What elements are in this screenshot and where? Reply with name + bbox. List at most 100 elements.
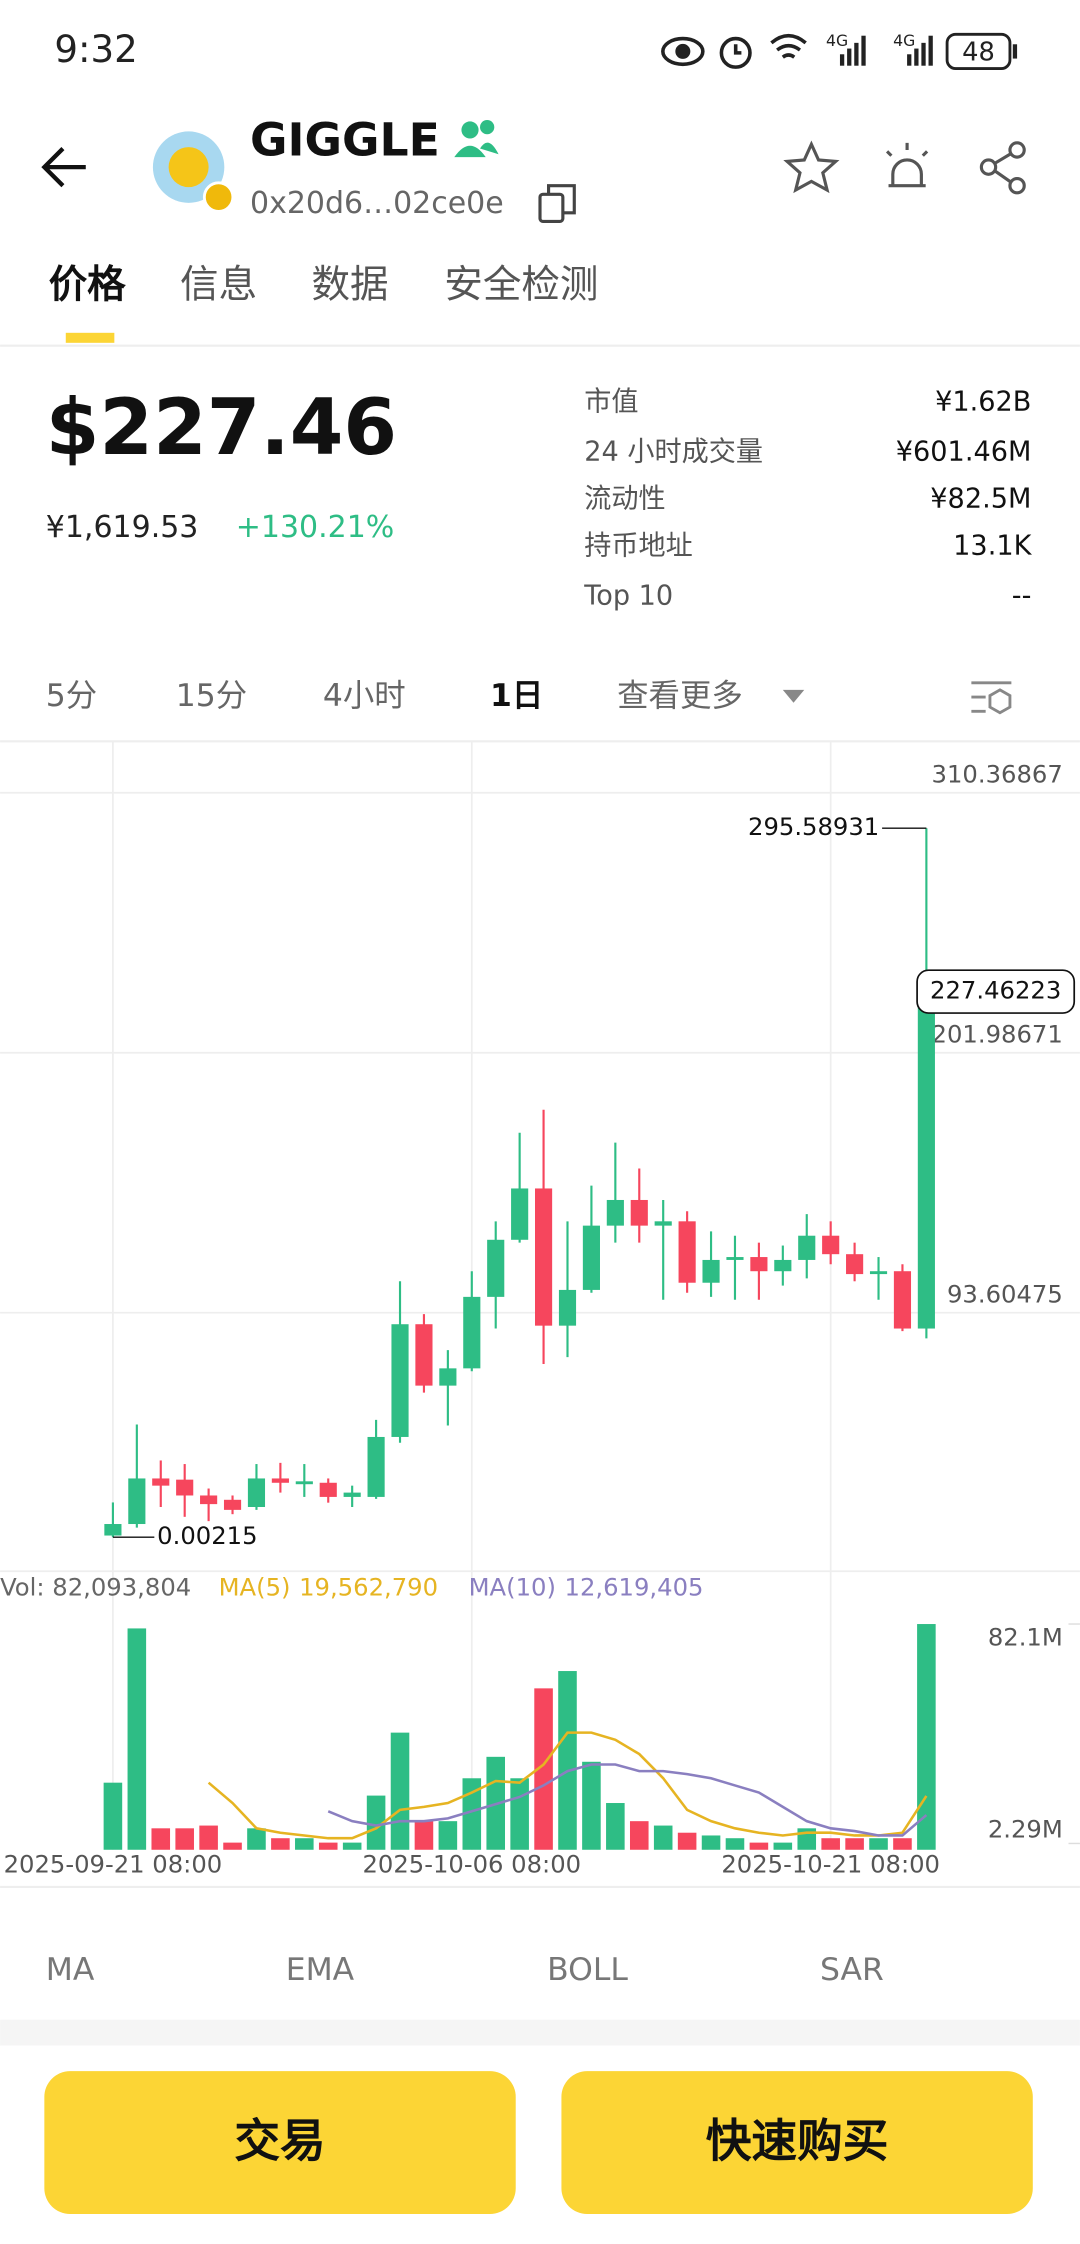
ma-legend-name: MA(5) xyxy=(219,1572,291,1601)
ma-legend: MA(5) 19,562,790 xyxy=(219,1572,438,1601)
candle-body xyxy=(176,1479,194,1496)
candle-body xyxy=(798,1235,816,1260)
candle-body xyxy=(654,1221,672,1226)
token-address: 0x20d6…02ce0e xyxy=(250,186,504,221)
high-label: 295.58931 xyxy=(748,812,879,841)
candlestick-chart: 2025-09-21 08:00 2025-10-06 08:00 2025-10-… xyxy=(0,741,1080,1878)
candle-body xyxy=(343,1492,361,1497)
y-tick-label: 201.98671 xyxy=(932,1020,1063,1049)
volume-bar xyxy=(917,1624,936,1850)
stat-label: 流动性 xyxy=(584,483,665,514)
indicator[interactable]: EMA xyxy=(286,1952,355,1988)
candle-body xyxy=(606,1199,624,1226)
volume-bar xyxy=(558,1671,577,1850)
token-name: GIGGLE xyxy=(250,113,440,166)
tab[interactable]: 数据 xyxy=(311,263,388,308)
candle-body xyxy=(558,1289,577,1326)
volume-bar xyxy=(151,1828,171,1850)
candle-body xyxy=(893,1271,912,1329)
stat-value: ¥601.46M xyxy=(896,436,1032,467)
stat-value: -- xyxy=(1012,581,1032,612)
candle-body xyxy=(869,1271,888,1275)
local-price: ¥1,619.53 xyxy=(46,510,199,545)
interval[interactable]: 4小时 xyxy=(323,678,406,714)
candle-body xyxy=(630,1199,648,1226)
volume-legend: Vol: 82,093,804 xyxy=(0,1572,191,1601)
battery-level: 48 xyxy=(962,37,995,67)
volume-bar xyxy=(893,1838,912,1850)
volume-bar xyxy=(653,1825,673,1850)
volume-bar xyxy=(438,1821,458,1850)
x-tick-label: 2025-10-21 08:00 xyxy=(721,1849,940,1878)
candle-body xyxy=(702,1259,720,1283)
volume-bar xyxy=(103,1782,123,1850)
signal-icons xyxy=(839,35,933,66)
copy-button[interactable] xyxy=(538,184,576,223)
interval[interactable]: 15分 xyxy=(176,678,247,714)
volume-bar xyxy=(223,1842,242,1850)
trade-button-label: 交易 xyxy=(234,2115,325,2168)
candle-body xyxy=(104,1524,122,1536)
trade-button[interactable] xyxy=(44,2071,516,2215)
candle-body xyxy=(367,1436,385,1497)
quick-buy-button[interactable] xyxy=(561,2071,1033,2215)
interval[interactable]: 1日 xyxy=(490,678,543,714)
tab-indicator xyxy=(65,332,115,343)
volume-bar xyxy=(414,1821,434,1850)
indicator[interactable]: SAR xyxy=(820,1952,884,1988)
volume-bar xyxy=(821,1838,840,1850)
back-button[interactable] xyxy=(41,147,86,188)
last-price-box xyxy=(916,969,1076,1014)
y-tick-label: 93.60475 xyxy=(947,1280,1063,1309)
volume-bar xyxy=(701,1835,721,1850)
price-change: +130.21% xyxy=(236,510,395,545)
status-time: 9:32 xyxy=(54,28,137,71)
share-button[interactable] xyxy=(979,141,1026,195)
volume-bar xyxy=(462,1778,482,1850)
indicator[interactable]: MA xyxy=(46,1952,95,1988)
separator-band xyxy=(0,2019,1080,2046)
stat-value: ¥1.62B xyxy=(935,386,1031,417)
stat-value: 13.1K xyxy=(953,531,1032,562)
volume-bar xyxy=(677,1832,697,1850)
indicator[interactable]: BOLL xyxy=(547,1952,628,1988)
volume-bar xyxy=(725,1838,745,1850)
stat-label: 24 小时成交量 xyxy=(584,436,763,467)
candle-body xyxy=(152,1478,170,1486)
status-icons xyxy=(661,33,807,69)
volume-bar xyxy=(845,1838,864,1850)
ma-legend-value: 12,619,405 xyxy=(565,1572,704,1601)
candle-body xyxy=(439,1368,457,1386)
volume-bar xyxy=(582,1761,601,1850)
candle-body xyxy=(247,1478,266,1507)
volume-bar xyxy=(869,1838,888,1850)
ma-legend-value: 19,562,790 xyxy=(299,1572,438,1601)
volume-bar xyxy=(318,1842,338,1850)
tab[interactable]: 安全检测 xyxy=(444,263,598,308)
network-label: 4G xyxy=(893,31,915,50)
candle-body xyxy=(391,1324,409,1437)
community-icon xyxy=(454,119,499,158)
x-tick-label: 2025-10-06 08:00 xyxy=(362,1849,581,1878)
candle-body xyxy=(678,1221,696,1283)
candle-body xyxy=(319,1482,337,1497)
candle-body xyxy=(822,1235,840,1255)
favorite-button[interactable] xyxy=(783,140,840,194)
price: $227.46 xyxy=(46,383,397,473)
volume-bar xyxy=(175,1828,194,1850)
candle-body xyxy=(750,1257,768,1272)
tab[interactable]: 信息 xyxy=(180,263,257,308)
interval[interactable]: 5分 xyxy=(46,678,97,714)
candle-body xyxy=(463,1296,481,1369)
tab[interactable]: 价格 xyxy=(49,263,127,308)
token-avatar-face xyxy=(168,147,209,188)
ma-line xyxy=(207,1731,928,1840)
alert-button[interactable] xyxy=(885,142,929,188)
candle-body xyxy=(726,1257,744,1260)
interval-more[interactable]: 查看更多 xyxy=(617,678,743,714)
chart-settings[interactable] xyxy=(971,681,1012,715)
quick-buy-button-label: 快速购买 xyxy=(706,2115,889,2168)
volume-bar xyxy=(534,1688,553,1850)
